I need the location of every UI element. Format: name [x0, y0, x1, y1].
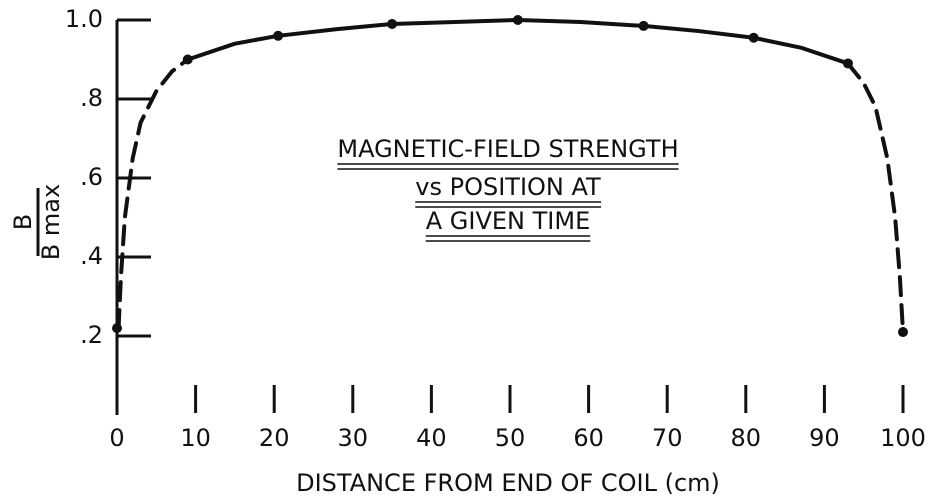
y-tick-label: .6 — [80, 163, 103, 191]
data-point — [512, 15, 523, 25]
x-tick-label: 90 — [809, 424, 840, 452]
title-line: MAGNETIC-FIELD STRENGTH — [337, 135, 678, 163]
x-tick-label: 0 — [109, 424, 124, 452]
dashed-curve — [845, 61, 905, 335]
y-tick-label: .8 — [80, 84, 103, 112]
data-point — [273, 30, 284, 41]
solid-curve — [185, 18, 850, 66]
x-tick-label: 100 — [880, 424, 926, 452]
data-point — [387, 18, 398, 29]
y-tick-label: 1.0 — [65, 5, 103, 33]
y-tick-label: .2 — [80, 321, 103, 349]
data-point — [638, 20, 649, 31]
x-tick-label: 20 — [259, 424, 290, 452]
data-point — [748, 32, 759, 43]
y-label-denominator: B max — [37, 184, 65, 260]
y-tick-label: .4 — [80, 242, 103, 270]
data-point — [182, 54, 193, 65]
x-tick-label: 60 — [573, 424, 604, 452]
x-tick-label: 50 — [495, 424, 526, 452]
x-tick-label: 40 — [416, 424, 447, 452]
dashed-curve — [116, 57, 190, 331]
data-point — [112, 323, 122, 334]
y-axis-label: B B max — [9, 184, 65, 260]
title-line: vs POSITION AT — [415, 173, 601, 201]
data-point — [898, 327, 908, 338]
x-tick-label: 10 — [180, 424, 211, 452]
title-line: A GIVEN TIME — [426, 207, 591, 235]
x-tick-label: 30 — [338, 424, 369, 452]
x-axis-label: DISTANCE FROM END OF COIL (cm) — [296, 469, 720, 497]
x-tick-label: 70 — [652, 424, 683, 452]
x-tick-label: 80 — [731, 424, 762, 452]
data-point — [842, 58, 853, 69]
y-label-numerator: B — [9, 214, 37, 230]
